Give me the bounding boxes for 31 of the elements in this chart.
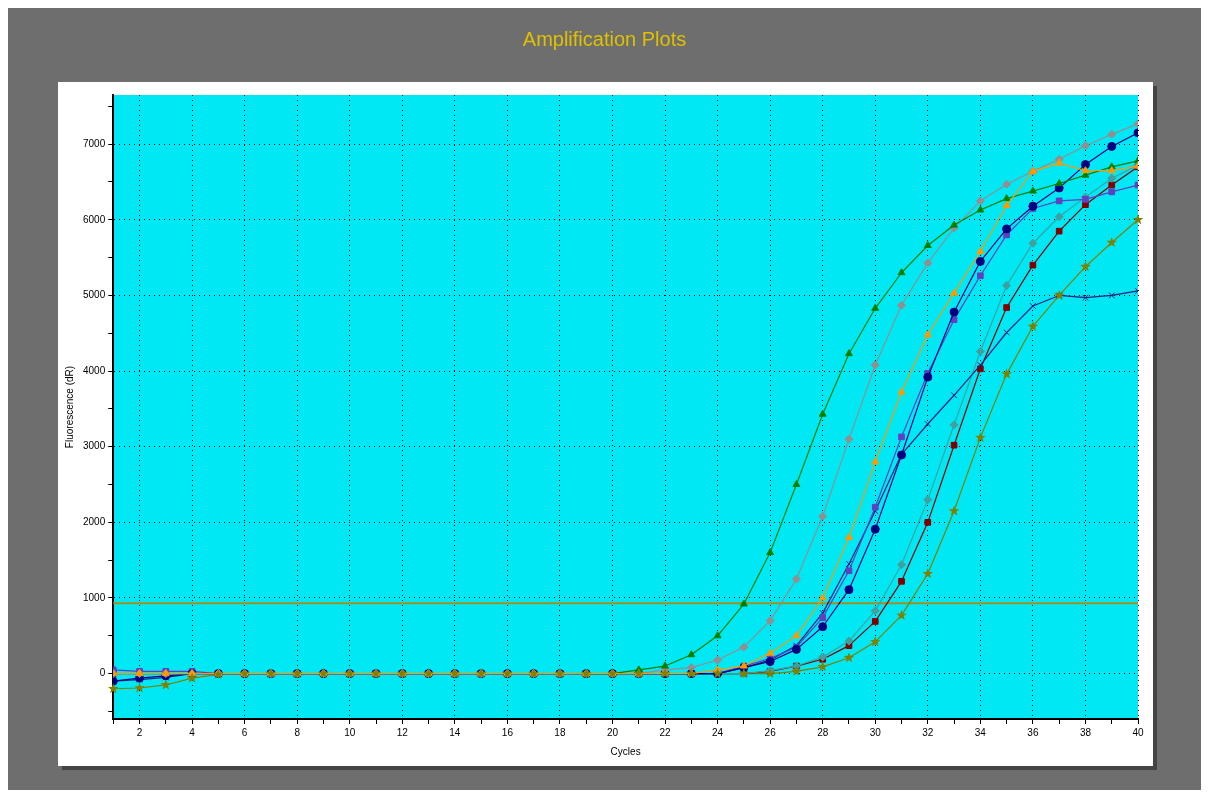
x-tick-label: 36 — [1027, 726, 1039, 738]
x-tick-label: 30 — [869, 726, 882, 738]
x-tick-label: 8 — [294, 726, 301, 738]
y-tick-label: 3000 — [83, 440, 106, 452]
x-axis-title: Cycles — [610, 745, 641, 757]
y-axis-title: Fluorescence (dR) — [63, 365, 75, 449]
y-tick-label: 6000 — [83, 213, 106, 225]
x-tick-label: 18 — [554, 726, 566, 738]
y-tick-label: 1000 — [83, 591, 106, 603]
x-tick-label: 28 — [817, 726, 829, 738]
y-tick-label: 5000 — [83, 289, 106, 301]
x-tick-label: 38 — [1079, 726, 1092, 738]
y-tick-label: 4000 — [83, 364, 106, 376]
x-tick-label: 6 — [241, 726, 248, 738]
y-tick-label: 0 — [99, 667, 106, 679]
x-tick-label: 2 — [136, 726, 143, 738]
y-tick-label: 2000 — [83, 516, 106, 528]
x-tick-label: 20 — [606, 726, 619, 738]
x-tick-label: 22 — [659, 726, 672, 738]
x-tick-label: 26 — [764, 726, 777, 738]
x-tick-label: 10 — [344, 726, 356, 738]
chart-title: Amplification Plots — [521, 28, 688, 51]
x-tick-label: 32 — [922, 726, 934, 738]
x-tick-label: 16 — [501, 726, 514, 738]
y-tick-label: 7000 — [83, 137, 106, 149]
x-tick-label: 4 — [189, 726, 196, 738]
x-tick-label: 34 — [974, 726, 987, 738]
x-tick-label: 40 — [1132, 726, 1144, 738]
x-tick-label: 12 — [396, 726, 409, 738]
x-tick-label: 24 — [712, 726, 724, 738]
x-tick-label: 14 — [449, 726, 461, 738]
